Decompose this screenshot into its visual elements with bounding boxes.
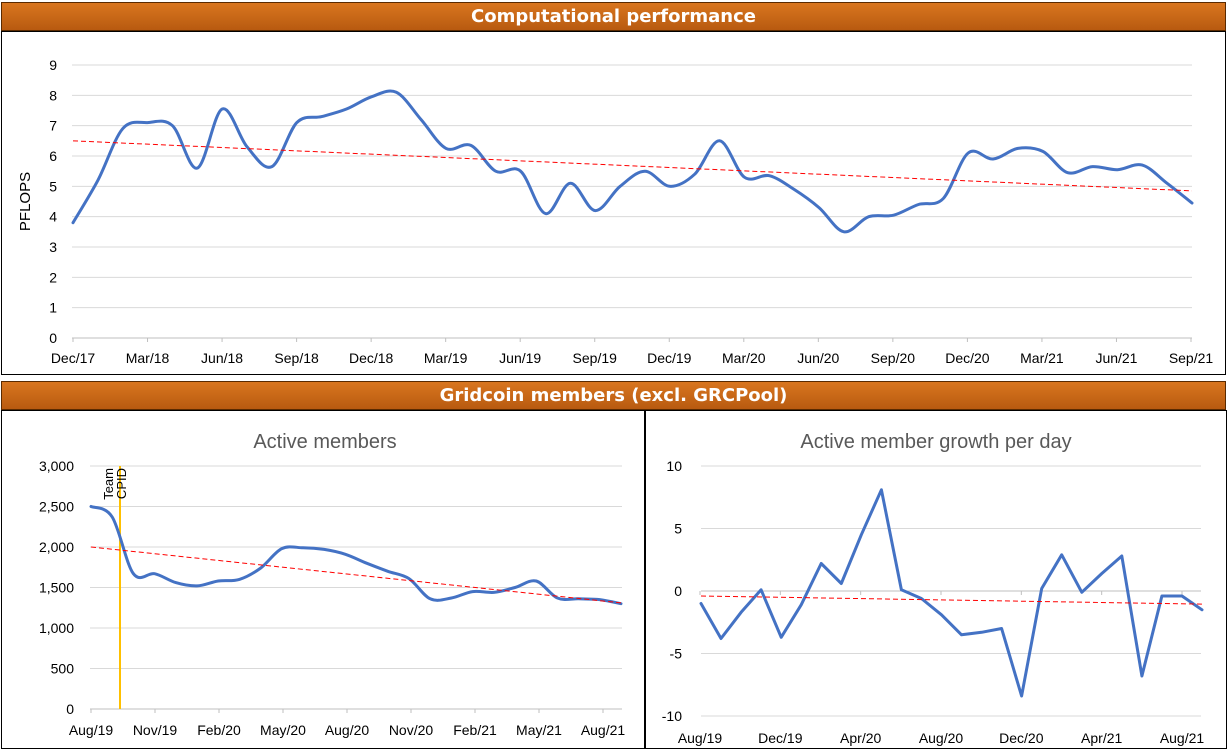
y-tick-label: 10 [666, 458, 682, 474]
x-tick-label: Jun/19 [499, 350, 541, 366]
x-tick-label: Apr/21 [1081, 730, 1122, 746]
y-tick-label: 3 [49, 239, 57, 255]
x-tick-label: Dec/20 [945, 350, 990, 366]
series-line [699, 488, 1204, 698]
x-tick-label: Jun/18 [201, 350, 243, 366]
x-tick-label: Nov/20 [389, 722, 434, 738]
y-tick-label: -10 [662, 708, 682, 724]
x-tick-label: Sep/21 [1169, 350, 1214, 366]
y-tick-label: 2,000 [39, 539, 74, 555]
y-tick-label: 0 [674, 583, 682, 599]
y-tick-label: 2,500 [39, 499, 74, 515]
y-tick-label: 9 [49, 57, 57, 73]
y-tick-label: 2 [49, 269, 57, 285]
trend-line [700, 595, 1203, 605]
y-tick-label: 1,500 [39, 580, 74, 596]
x-tick-label: Aug/21 [1160, 730, 1205, 746]
x-tick-label: Dec/17 [51, 350, 96, 366]
y-tick-label: 1 [49, 300, 57, 316]
banner-computational-performance: Computational performance [1, 2, 1226, 31]
x-tick-label: Dec/19 [758, 730, 803, 746]
series-line [89, 505, 623, 606]
x-tick-label: May/21 [516, 722, 562, 738]
y-tick-label: 7 [49, 118, 57, 134]
x-tick-label: Dec/19 [647, 350, 692, 366]
x-tick-label: Aug/20 [325, 722, 370, 738]
x-tick-label: May/20 [260, 722, 306, 738]
x-tick-label: Aug/21 [581, 722, 626, 738]
x-tick-label: Apr/20 [840, 730, 881, 746]
x-tick-label: Sep/20 [871, 350, 916, 366]
y-tick-label: 500 [51, 661, 75, 677]
chart-active-member-growth: Active member growth per day -10 -5 0 5 10 Aug… [662, 431, 1205, 746]
x-tick-label: Mar/21 [1020, 350, 1064, 366]
x-tick-label: Mar/20 [722, 350, 766, 366]
y-tick-label: 4 [49, 209, 57, 225]
annotation-label: CPID [114, 468, 129, 499]
chart-active-members: Active members 0 500 1,000 1,500 2,000 2,500 3,… [39, 431, 626, 738]
chart-title: Active member growth per day [800, 431, 1071, 453]
x-tick-label: Jun/20 [797, 350, 839, 366]
y-tick-label: 6 [49, 148, 57, 164]
panel-active-member-growth: Active member growth per day -10 -5 0 5 10 Aug… [645, 410, 1227, 749]
x-tick-label: Nov/19 [133, 722, 178, 738]
trend-line [90, 546, 622, 604]
y-axis-label: PFLOPS [17, 172, 34, 231]
y-tick-label: 0 [66, 701, 74, 717]
chart-computational-performance: PFLOPS 0 1 2 3 4 5 6 7 8 9 Dec/17 Mar/18 Jun/18 Sep/18… [17, 57, 1214, 366]
banner-gridcoin-members: Gridcoin members (excl. GRCPool) [1, 381, 1226, 410]
chart-title: Active members [253, 431, 396, 453]
x-tick-label: Dec/18 [349, 350, 394, 366]
annotation-label: Team [101, 468, 116, 500]
x-tick-label: Feb/21 [453, 722, 497, 738]
trend-line [72, 140, 1193, 192]
y-tick-label: 3,000 [39, 458, 74, 474]
panel-computational-performance: PFLOPS 0 1 2 3 4 5 6 7 8 9 Dec/17 Mar/18 Jun/18 Sep/18… [1, 31, 1226, 375]
x-tick-label: Sep/18 [274, 350, 319, 366]
y-tick-label: 1,000 [39, 620, 74, 636]
x-tick-label: Mar/19 [424, 350, 468, 366]
y-tick-label: 5 [674, 521, 682, 537]
x-tick-label: Sep/19 [573, 350, 618, 366]
x-tick-label: Dec/20 [999, 730, 1044, 746]
panel-active-members: Active members 0 500 1,000 1,500 2,000 2,500 3,… [1, 410, 645, 749]
x-tick-label: Aug/19 [678, 730, 723, 746]
y-tick-label: 0 [49, 330, 57, 346]
x-tick-label: Jun/21 [1095, 350, 1137, 366]
x-tick-label: Aug/19 [69, 722, 114, 738]
y-tick-label: 5 [49, 178, 57, 194]
x-tick-label: Feb/20 [197, 722, 241, 738]
y-tick-label: -5 [670, 646, 683, 662]
x-tick-label: Mar/18 [126, 350, 170, 366]
y-tick-label: 8 [49, 87, 57, 103]
series-line [71, 89, 1194, 234]
x-tick-label: Aug/20 [919, 730, 964, 746]
